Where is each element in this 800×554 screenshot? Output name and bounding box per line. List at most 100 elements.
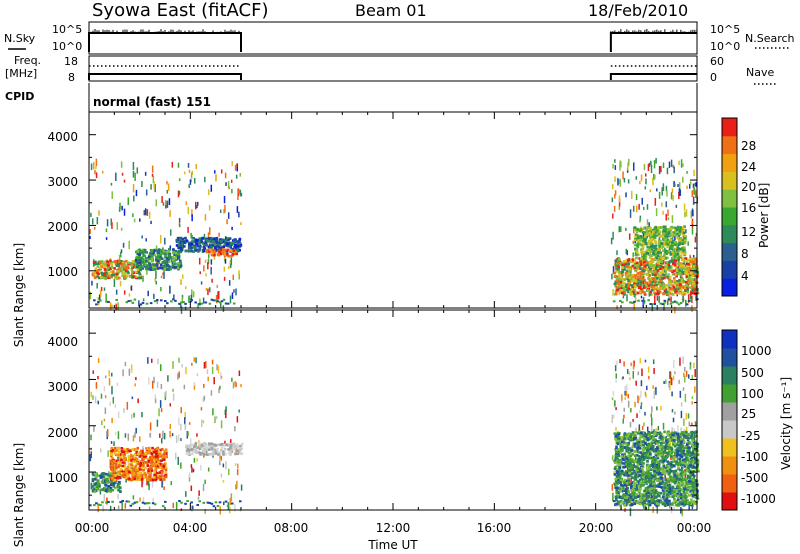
scatter-cell — [670, 232, 674, 236]
scatter-cell — [637, 281, 641, 285]
scatter-cell — [230, 242, 234, 245]
scatter-cell — [151, 478, 155, 482]
scatter-cell — [120, 450, 124, 453]
scatter-cell — [644, 504, 647, 510]
scatter-cell — [159, 299, 163, 302]
scatter-cell — [94, 276, 97, 280]
scatter-cell — [640, 473, 642, 478]
scatter-cell — [622, 288, 625, 291]
scatter-cell — [686, 481, 690, 485]
scatter-cell — [653, 391, 655, 399]
scatter-cell — [658, 191, 661, 199]
nave-label: Nave — [746, 66, 774, 79]
scatter-cell — [664, 474, 666, 482]
scatter-cell — [681, 242, 685, 245]
scatter-cell — [632, 495, 636, 498]
scatter-cell — [626, 458, 630, 462]
scatter-cell — [114, 481, 117, 485]
scatter-cell — [667, 285, 671, 289]
scatter-cell — [146, 266, 148, 275]
scatter-cell — [662, 450, 666, 454]
scatter-cell — [109, 486, 113, 490]
scatter-cell — [689, 365, 692, 369]
scatter-cell — [627, 258, 631, 261]
scatter-cell — [684, 286, 687, 289]
scatter-cell — [223, 266, 226, 272]
scatter-cell — [659, 285, 662, 289]
scatter-cell — [664, 227, 667, 230]
scatter-cell — [659, 271, 663, 275]
scatter-cell — [142, 445, 144, 450]
scatter-cell — [651, 235, 655, 239]
scatter-cell — [659, 246, 663, 249]
scatter-cell — [211, 244, 215, 247]
scatter-cell — [212, 299, 216, 302]
scatter-cell — [107, 486, 110, 490]
scatter-cell — [633, 238, 637, 242]
scatter-cell — [625, 479, 628, 483]
scatter-cell — [694, 262, 697, 266]
scatter-cell — [158, 408, 160, 417]
scatter-cell — [683, 471, 687, 474]
scatter-cell — [146, 464, 150, 467]
scatter-cell — [191, 209, 193, 218]
scatter-cell — [216, 364, 218, 371]
scatter-cell — [97, 358, 100, 363]
scatter-cell — [123, 461, 127, 465]
scatter-cell — [222, 463, 225, 468]
scatter-cell — [646, 460, 649, 463]
scatter-cell — [184, 502, 187, 505]
scatter-cell — [142, 455, 146, 459]
scatter-cell — [106, 429, 109, 437]
scatter-cell — [140, 249, 144, 253]
scatter-cell — [664, 275, 667, 278]
scatter-cell — [200, 451, 204, 455]
scatter-cell — [166, 200, 169, 208]
scatter-cell — [197, 496, 200, 500]
scatter-cell — [656, 273, 660, 276]
scatter-cell — [222, 240, 226, 244]
freq-line-segment — [609, 73, 697, 80]
scatter-cell — [662, 210, 664, 215]
scatter-cell — [188, 452, 191, 456]
scatter-cell — [135, 265, 139, 269]
scatter-cell — [643, 300, 646, 304]
scatter-cell — [148, 474, 151, 477]
scatter-cell — [155, 264, 159, 268]
scatter-cell — [644, 435, 648, 439]
scatter-cell — [131, 475, 135, 479]
scatter-cell — [625, 283, 628, 286]
scatter-cell — [208, 205, 211, 211]
scatter-cell — [226, 244, 230, 248]
scatter-cell — [136, 452, 140, 456]
scatter-cell — [630, 488, 632, 492]
scatter-cell — [119, 486, 122, 490]
scatter-cell — [149, 302, 153, 305]
scatter-cell — [122, 454, 126, 458]
scatter-cell — [675, 204, 678, 208]
scatter-cell — [129, 459, 133, 462]
scatter-cell — [694, 274, 697, 278]
scatter-cell — [665, 252, 669, 255]
scatter-cell — [673, 281, 677, 285]
scatter-cell — [619, 359, 621, 364]
scatter-cell — [236, 248, 240, 252]
scatter-cell — [223, 255, 226, 262]
scatter-cell — [178, 417, 180, 426]
scatter-cell — [632, 205, 635, 212]
scatter-cell — [208, 452, 212, 456]
scatter-cell — [627, 278, 630, 282]
station-title: Syowa East (fitACF) — [92, 0, 268, 21]
scatter-cell — [696, 273, 700, 276]
scatter-cell — [149, 455, 152, 459]
scatter-cell — [111, 222, 113, 229]
scatter-cell — [138, 265, 141, 269]
scatter-cell — [637, 395, 639, 404]
scatter-cell — [117, 494, 119, 500]
scatter-cell — [693, 290, 697, 293]
scatter-cell — [631, 264, 635, 268]
scatter-cell — [645, 281, 648, 285]
scatter-cell — [664, 261, 667, 265]
scatter-cell — [146, 479, 148, 486]
scatter-cell — [124, 456, 127, 460]
